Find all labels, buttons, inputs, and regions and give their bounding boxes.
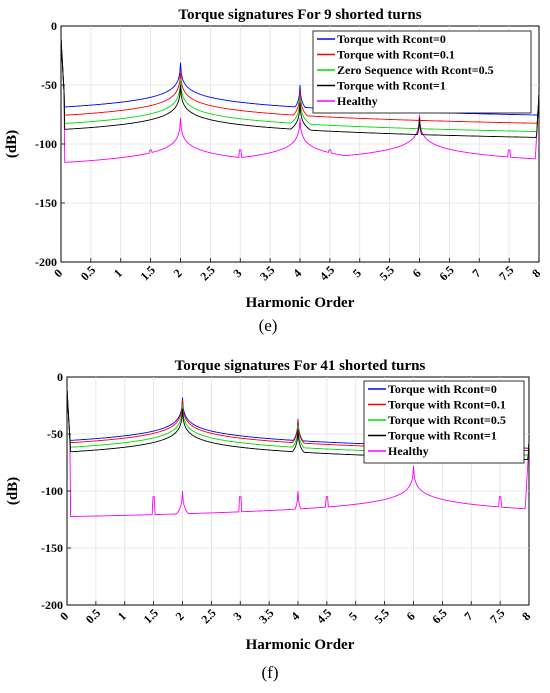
x-tick-label: 7: [469, 266, 483, 280]
x-tick-label: 7: [461, 609, 475, 623]
x-tick-label: 3.5: [257, 263, 278, 284]
x-tick-label: 5: [350, 266, 364, 280]
y-tick-label: 0: [51, 19, 57, 33]
x-tick-label: 2: [173, 609, 187, 623]
legend-entry: Zero Sequence with Rcont=0.5: [337, 63, 494, 77]
x-tick-label: 1.5: [138, 263, 159, 284]
legend: Torque with Rcont=0 Torque with Rcont=0.1…: [312, 30, 532, 114]
x-tick-label: 5.5: [377, 263, 398, 284]
x-tick-label: 6: [410, 266, 424, 280]
x-tick-label: 2: [171, 266, 185, 280]
x-tick-label: 6: [404, 609, 418, 623]
legend-box: [312, 30, 532, 114]
chart-panel-f: Torque signatures For 41 shorted turns 0…: [5, 358, 533, 682]
y-tick-label: -100: [41, 484, 63, 498]
y-tick-label: -150: [35, 196, 57, 210]
x-tick-label: 6.5: [436, 263, 457, 284]
x-tick-label: 4.5: [314, 606, 335, 627]
y-tick-label: -200: [41, 598, 63, 612]
series-line: [60, 37, 540, 163]
x-tick-label: 8: [529, 266, 543, 280]
x-tick-label: 5: [346, 609, 360, 623]
chart-title: Torque signatures For 41 shorted turns: [175, 358, 426, 374]
legend-entry: Torque with Rcont=0: [388, 382, 497, 396]
x-tick-label: 3: [230, 266, 244, 280]
legend-entry: Torque with Rcont=0.1: [388, 398, 506, 412]
x-tick-label: 0.5: [78, 263, 99, 284]
y-tick-label: -200: [35, 255, 57, 269]
series-line: [60, 37, 540, 124]
y-tick-label: -100: [35, 137, 57, 151]
x-tick-label: 0.5: [83, 606, 104, 627]
panel-caption: (f): [262, 663, 279, 682]
legend-box: [363, 380, 525, 464]
legend-entry: Torque with Rcont=0: [337, 32, 446, 46]
chart-panel-e: Torque signatures For 9 shorted turns 0 0…: [4, 7, 543, 335]
y-tick-label: -50: [41, 78, 57, 92]
x-tick-label: 4: [288, 609, 302, 623]
x-tick-label: 1.5: [141, 606, 162, 627]
y-tick-label: 0: [57, 370, 63, 384]
x-tick-label: 3: [230, 609, 244, 623]
y-axis-label: (dB): [4, 130, 20, 158]
x-tick-label: 7.5: [487, 606, 508, 627]
legend-entry: Healthy: [388, 444, 429, 458]
x-tick-label: 2.5: [198, 606, 219, 627]
x-tick-label: 1: [111, 266, 125, 280]
x-tick-label: 6.5: [429, 606, 450, 627]
x-tick-label: 4: [290, 266, 304, 280]
x-axis-label: Harmonic Order: [246, 295, 355, 311]
series-line: [60, 37, 540, 138]
y-axis-label: (dB): [5, 477, 21, 505]
chart-title: Torque signatures For 9 shorted turns: [178, 7, 421, 23]
legend-entry: Torque with Rcont=1: [337, 79, 446, 93]
x-tick-label: 1: [115, 609, 129, 623]
legend-entry: Healthy: [337, 94, 378, 108]
x-tick-label: 7.5: [496, 263, 517, 284]
y-tick-label: -150: [41, 541, 63, 555]
series-line: [66, 388, 530, 517]
y-tick-label: -50: [47, 427, 63, 441]
x-tick-label: 8: [519, 609, 533, 623]
x-tick-label: 5.5: [372, 606, 393, 627]
x-axis-label: Harmonic Order: [246, 637, 355, 653]
legend: Torque with Rcont=0 Torque with Rcont=0.1…: [363, 380, 525, 464]
legend-entry: Torque with Rcont=1: [388, 429, 497, 443]
legend-entry: Torque with Rcont=0.1: [337, 48, 455, 62]
x-tick-label: 2.5: [197, 263, 218, 284]
series-line: [60, 37, 540, 132]
x-tick-label: 4.5: [317, 263, 338, 284]
x-tick-label: 3.5: [256, 606, 277, 627]
panel-caption: (e): [259, 316, 278, 335]
legend-entry: Torque with Rcont=0.5: [388, 413, 506, 427]
